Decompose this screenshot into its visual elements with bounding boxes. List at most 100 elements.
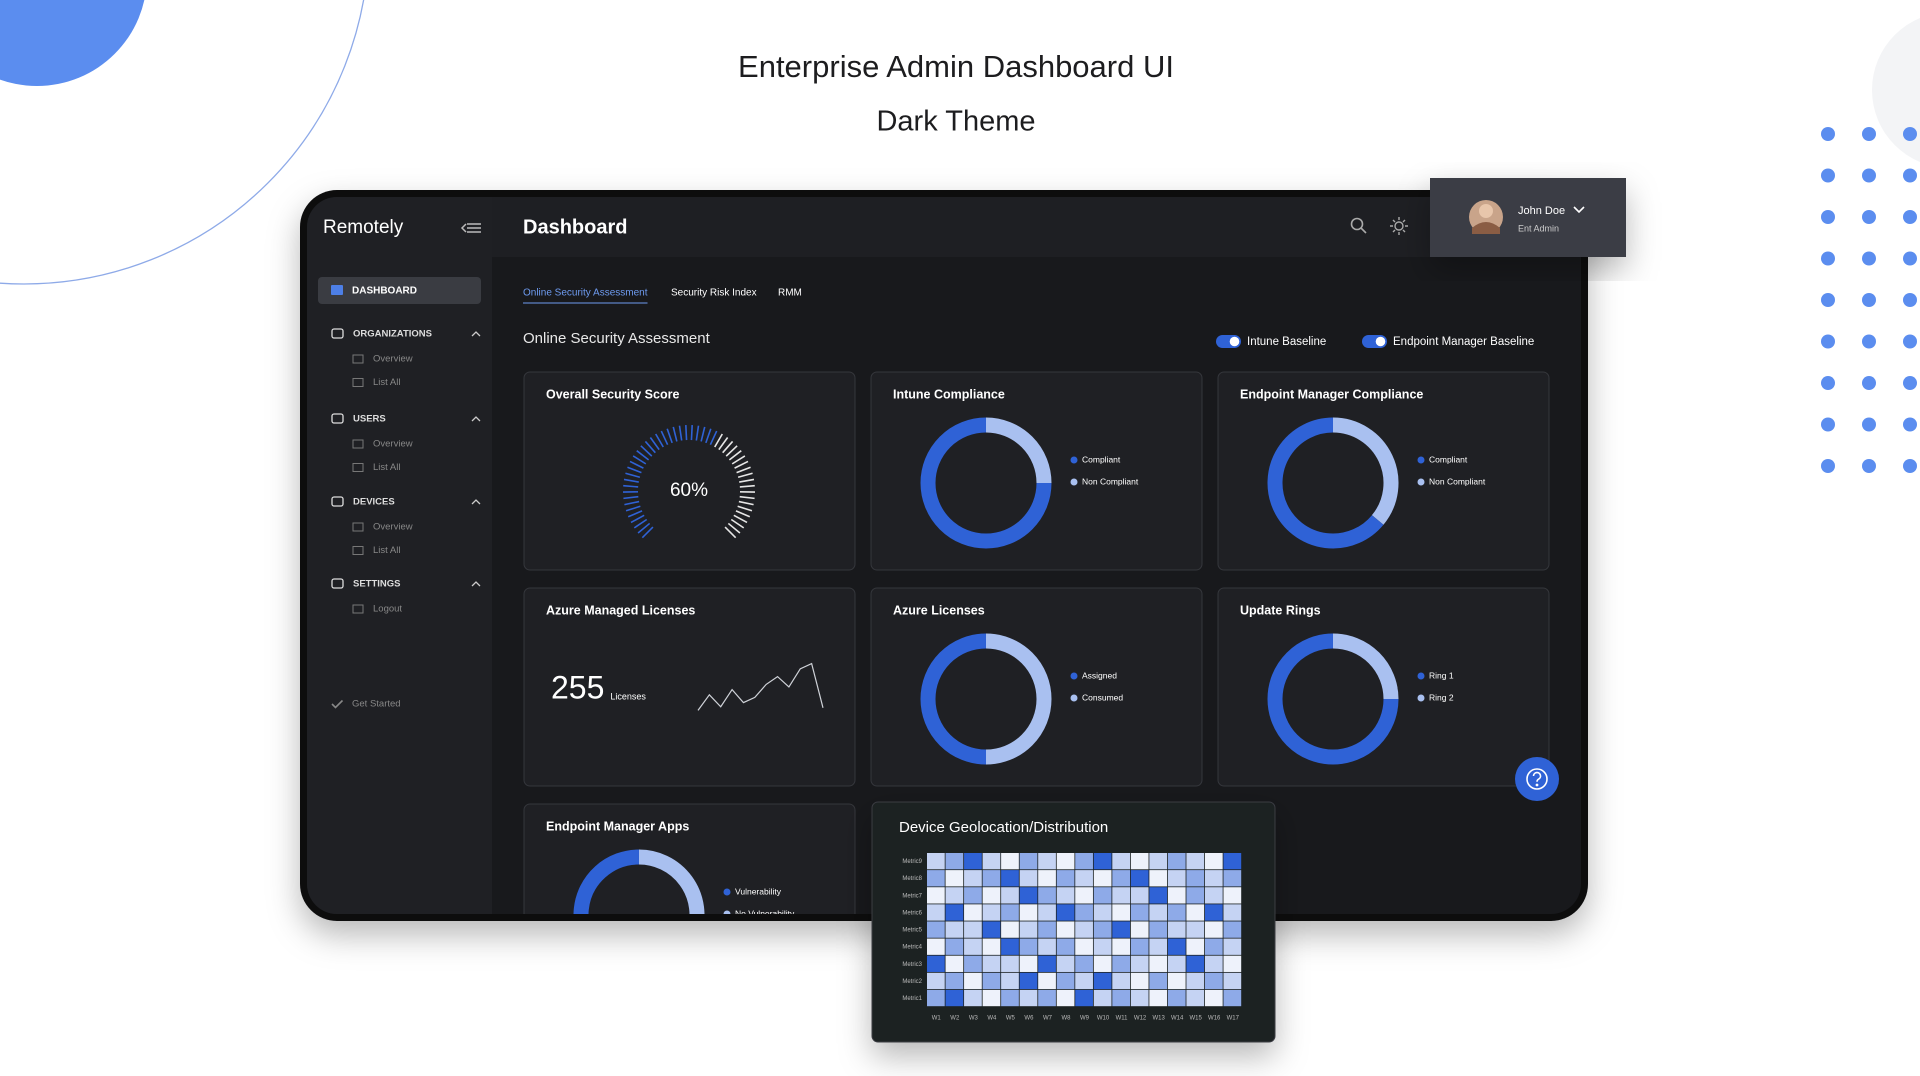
nav-sub-item[interactable]: Overview xyxy=(373,522,413,533)
heatmap-cell xyxy=(1223,972,1242,990)
legend-dot xyxy=(1070,694,1078,702)
heatmap-cell xyxy=(964,955,982,972)
nav-footer[interactable]: Get Started xyxy=(352,699,401,710)
nav-sub-item[interactable]: List All xyxy=(373,545,400,556)
deco-ring xyxy=(0,0,365,285)
heatmap-col-label: W11 xyxy=(1116,1016,1129,1022)
heatmap-cell xyxy=(927,989,945,1007)
nav-active-bg[interactable] xyxy=(318,277,481,304)
heatmap-cell xyxy=(927,870,945,887)
heatmap-cell xyxy=(1112,904,1131,921)
section-title: Online Security Assessment xyxy=(523,330,711,347)
help-button[interactable] xyxy=(1515,757,1559,801)
heatmap-col-label: W7 xyxy=(1043,1016,1053,1022)
heatmap-cell xyxy=(945,989,964,1007)
heatmap-cell xyxy=(927,921,945,938)
heatmap-cell xyxy=(1204,853,1223,870)
heatmap-cell xyxy=(1167,921,1186,938)
theme-icon[interactable] xyxy=(1390,217,1408,235)
nav-sub-item[interactable]: Overview xyxy=(373,354,413,365)
heatmap-cell xyxy=(1149,870,1168,887)
heatmap-cell xyxy=(1223,989,1242,1007)
nav-sub-icon xyxy=(352,463,364,472)
user-chevron[interactable] xyxy=(1573,206,1585,214)
heatmap-cell xyxy=(1019,887,1038,904)
card: Intune Compliance Compliant Non Compliant xyxy=(870,371,1203,571)
legend-dot xyxy=(1070,478,1078,486)
tab[interactable]: Online Security Assessment xyxy=(523,288,648,299)
deco-dots xyxy=(1821,127,1917,473)
cards: Overall Security Score 60% Intune Complian… xyxy=(523,371,1550,914)
nav-section[interactable]: ORGANIZATIONS xyxy=(353,329,432,340)
deco-dot xyxy=(1903,210,1917,224)
gauge-tick xyxy=(644,440,656,454)
section-icon xyxy=(331,328,344,339)
heatmap-col-label: W16 xyxy=(1208,1016,1221,1022)
toggle-label[interactable]: Intune Baseline xyxy=(1247,336,1326,348)
deco-dot xyxy=(1862,417,1876,432)
donut-segment xyxy=(1267,633,1399,765)
heatmap-col-label: W6 xyxy=(1024,1016,1034,1022)
heatmap-cell xyxy=(1075,921,1093,938)
heatmap-cell xyxy=(1093,989,1112,1007)
nav-sub-item[interactable]: Logout xyxy=(373,604,402,615)
heatmap-cell xyxy=(964,853,982,870)
legend-label: Ring 1 xyxy=(1429,670,1454,680)
gauge-tick xyxy=(728,450,742,461)
heatmap-cell xyxy=(1204,955,1223,972)
nav-sub-item[interactable]: List All xyxy=(373,462,400,473)
gauge-tick xyxy=(637,522,651,534)
nav-section[interactable]: USERS xyxy=(353,414,386,425)
tab[interactable]: RMM xyxy=(778,288,802,299)
heatmap-cell xyxy=(1112,870,1131,887)
heatmap-cell xyxy=(1186,955,1205,972)
nav-section[interactable]: SETTINGS xyxy=(353,579,401,590)
section-chevron[interactable] xyxy=(471,416,481,422)
gauge-tick xyxy=(709,430,718,446)
heatmap-cell xyxy=(1001,989,1019,1007)
deco-dot xyxy=(1821,334,1835,349)
tab[interactable]: Security Risk Index xyxy=(671,288,757,299)
heatmap-cell xyxy=(1093,938,1112,955)
heatmap-cell xyxy=(1186,989,1205,1007)
heatmap-cell xyxy=(1204,887,1223,904)
toggle-label[interactable]: Endpoint Manager Baseline xyxy=(1393,336,1534,348)
heatmap-cell xyxy=(1186,853,1205,870)
heatmap-cell xyxy=(1056,921,1075,938)
donut-segment xyxy=(1332,633,1399,700)
gauge-tick xyxy=(624,500,640,506)
donut-segment xyxy=(920,417,1052,549)
gauge-tick xyxy=(623,478,639,483)
heatmap-cell xyxy=(945,853,964,870)
heatmap-cell xyxy=(945,955,964,972)
menu-icon[interactable] xyxy=(460,223,481,233)
deco-dot xyxy=(1862,251,1876,266)
heatmap-cell xyxy=(1223,887,1242,904)
nav-sub-item[interactable]: List All xyxy=(373,377,400,388)
heatmap-cell xyxy=(1167,955,1186,972)
heatmap-cell xyxy=(1056,955,1075,972)
section-chevron[interactable] xyxy=(471,331,481,337)
user-role: Ent Admin xyxy=(1518,223,1559,233)
heatmap-cell xyxy=(964,870,982,887)
deco-dot xyxy=(1862,293,1876,307)
heatmap-col-label: W14 xyxy=(1171,1016,1184,1022)
nav-sub-item[interactable]: Overview xyxy=(373,439,413,450)
gauge-tick xyxy=(737,472,753,479)
nav-item[interactable]: DASHBOARD xyxy=(352,286,417,297)
page-subtitle: Dark Theme xyxy=(876,106,1035,138)
search-icon[interactable] xyxy=(1350,217,1367,234)
user-card[interactable] xyxy=(1430,178,1626,257)
heatmap-cell xyxy=(1204,972,1223,990)
heatmap-cell xyxy=(1093,921,1112,938)
heatmap-cell xyxy=(1001,870,1019,887)
section-chevron[interactable] xyxy=(471,581,481,587)
card-title: Azure Managed Licenses xyxy=(546,603,695,617)
heatmap-cell xyxy=(1204,938,1223,955)
nav-section[interactable]: DEVICES xyxy=(353,497,395,508)
brand: Remotely xyxy=(323,217,404,238)
heatmap-cell xyxy=(1038,938,1056,955)
section-chevron[interactable] xyxy=(471,499,481,505)
heatmap-cell xyxy=(1204,989,1223,1007)
heatmap-cell xyxy=(1019,972,1038,990)
